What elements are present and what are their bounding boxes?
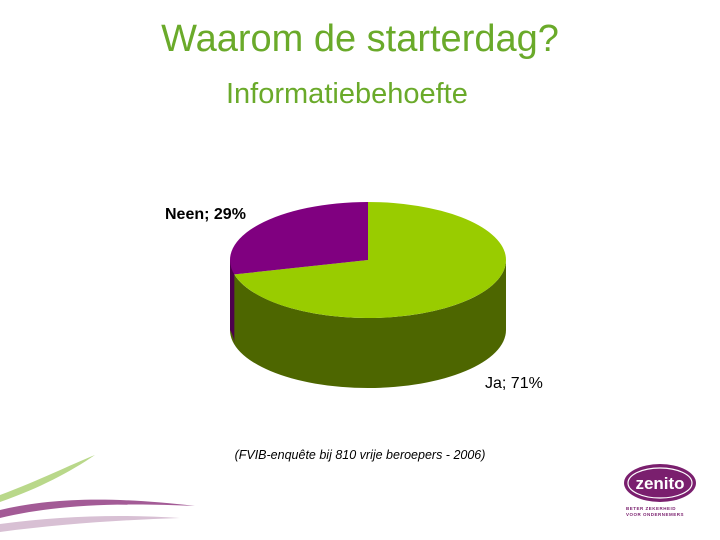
pie-chart: Neen; 29% Ja; 71% bbox=[165, 202, 543, 392]
data-label-ja: Ja; 71% bbox=[485, 375, 543, 392]
pie-side-ja bbox=[230, 260, 506, 388]
logo-wordmark: zenito bbox=[635, 474, 684, 493]
pie-slice-neen bbox=[230, 202, 368, 275]
slide-subtitle: Informatiebehoefte bbox=[226, 78, 468, 110]
logo-tagline-line-2: VOOR ONDERNEMERS bbox=[626, 511, 685, 517]
logo-tagline-line-1: BETER ZEKERHEID bbox=[626, 506, 677, 511]
pie-side-neen bbox=[230, 260, 235, 345]
slide-title: Waarom de starterdag? bbox=[161, 18, 559, 60]
data-label-neen: Neen; 29% bbox=[165, 206, 246, 223]
pie-slice-ja bbox=[234, 202, 507, 318]
source-note: (FVIB-enquête bij 810 vrije beroepers - … bbox=[234, 448, 486, 462]
logo-tagline: BETER ZEKERHEID VOOR ONDERNEMERS bbox=[626, 506, 716, 518]
decorative-swoosh bbox=[0, 455, 195, 532]
zenito-logo: zenito bbox=[624, 464, 696, 502]
